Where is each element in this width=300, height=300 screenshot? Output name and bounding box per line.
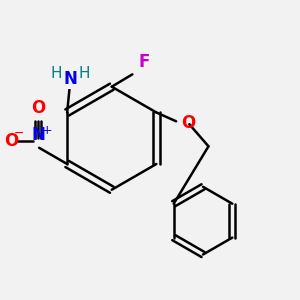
Text: N: N bbox=[63, 70, 77, 88]
Text: H: H bbox=[79, 65, 90, 80]
Text: F: F bbox=[138, 52, 150, 70]
Text: O: O bbox=[182, 114, 196, 132]
Text: −: − bbox=[14, 127, 24, 140]
Text: N: N bbox=[31, 126, 45, 144]
Text: H: H bbox=[50, 65, 62, 80]
Text: O: O bbox=[31, 99, 45, 117]
Text: O: O bbox=[4, 132, 18, 150]
Text: +: + bbox=[41, 124, 52, 137]
